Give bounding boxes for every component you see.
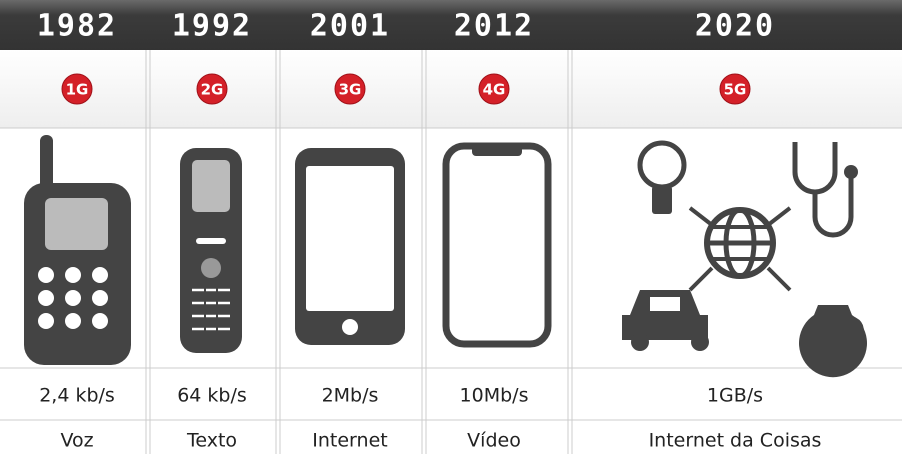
speed: 10Mb/s	[460, 385, 529, 407]
year: 2020	[695, 9, 775, 44]
use: Internet da Coisas	[649, 430, 822, 452]
generation: 2G	[201, 81, 224, 99]
speed: 1GB/s	[707, 385, 763, 407]
year: 2001	[310, 9, 390, 44]
speed: 2,4 kb/s	[39, 385, 115, 407]
badge	[334, 73, 366, 105]
badge-row	[0, 50, 902, 128]
icon-1g-phone	[24, 135, 131, 365]
icon-5g-iot	[622, 140, 867, 378]
generation: 1G	[66, 81, 89, 99]
badge	[719, 73, 751, 105]
badge	[61, 73, 93, 105]
generation: 3G	[339, 81, 362, 99]
icon-4g-phone	[442, 142, 552, 348]
year: 1992	[172, 9, 252, 44]
icon-2g-phone	[180, 148, 242, 353]
header-bar	[0, 0, 902, 50]
generation: 4G	[483, 81, 506, 99]
icon-3g-phone	[295, 148, 405, 345]
use: Vídeo	[467, 430, 521, 452]
speed: 64 kb/s	[177, 385, 247, 407]
badge	[478, 73, 510, 105]
use: Texto	[186, 430, 237, 452]
use: Internet	[312, 430, 387, 452]
year: 1982	[37, 9, 117, 44]
badge	[196, 73, 228, 105]
year: 2012	[454, 9, 534, 44]
speed: 2Mb/s	[322, 385, 379, 407]
generation: 5G	[724, 81, 747, 99]
grid	[0, 50, 902, 454]
use: Voz	[60, 430, 93, 452]
